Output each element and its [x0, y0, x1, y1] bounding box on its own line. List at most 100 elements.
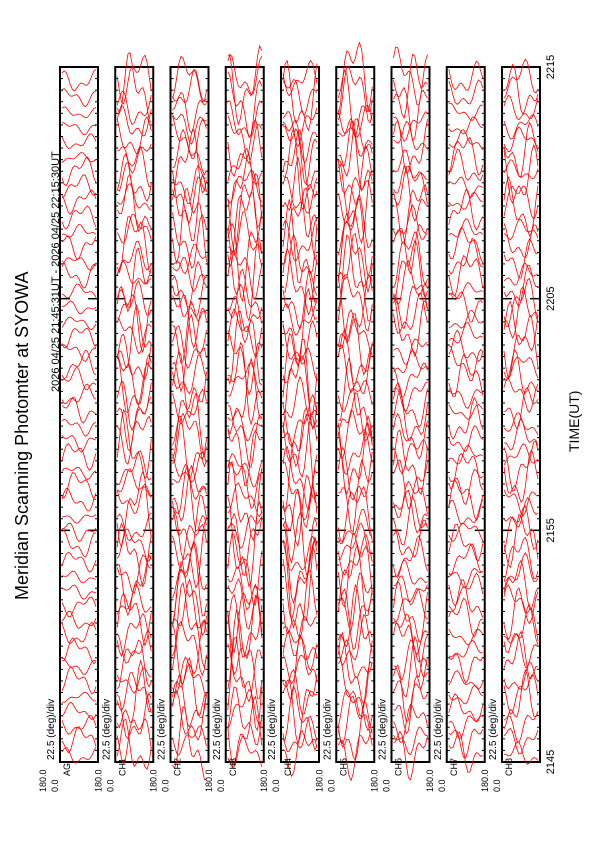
scan-trace [448, 237, 483, 275]
scan-trace [338, 118, 373, 178]
scan-trace [61, 529, 97, 558]
scan-trace [393, 282, 428, 330]
scan-trace [393, 438, 428, 475]
scan-trace [282, 674, 318, 746]
scan-trace [393, 495, 428, 546]
scan-trace [282, 270, 318, 331]
scan-trace [393, 165, 428, 223]
scan-trace [172, 463, 207, 501]
scan-trace [61, 205, 97, 230]
scan-trace [448, 404, 484, 420]
scan-trace [338, 522, 373, 560]
scan-trace [227, 735, 263, 768]
scale-label: 22.5 (deg)/div [322, 699, 333, 760]
scan-trace [116, 639, 152, 690]
scale-label: 22.5 (deg)/div [433, 699, 444, 760]
scan-trace [117, 317, 152, 355]
y-tick-label-max: 180.0 [38, 769, 48, 792]
scan-trace [227, 686, 263, 746]
scan-trace [393, 703, 428, 744]
scan-trace [448, 191, 483, 210]
channel-label: AG [62, 763, 72, 776]
scan-trace [172, 689, 207, 741]
scan-trace [116, 52, 152, 124]
scan-trace [61, 691, 97, 703]
scan-trace [393, 338, 428, 366]
scan-trace [393, 239, 428, 304]
scan-trace [503, 741, 539, 765]
scan-trace [448, 129, 484, 151]
scan-trace [117, 145, 152, 192]
scan-trace [116, 116, 152, 155]
scan-trace [337, 392, 373, 442]
scan-trace [282, 157, 318, 238]
scan-trace [62, 300, 97, 315]
scan-trace [116, 353, 152, 407]
scan-trace [172, 509, 207, 589]
scan-trace [448, 60, 484, 91]
scan-trace [393, 730, 428, 781]
scan-trace [503, 536, 539, 583]
scan-trace [338, 459, 373, 533]
panel-ch3 [224, 44, 265, 768]
scale-label: 22.5 (deg)/div [267, 699, 278, 760]
scan-trace [172, 164, 207, 205]
scan-trace [282, 684, 318, 752]
channel-label: CH4 [283, 758, 293, 776]
scan-trace [227, 211, 263, 303]
scan-trace [61, 156, 97, 187]
scan-trace [393, 458, 428, 510]
scan-trace [61, 344, 97, 362]
scan-trace [227, 405, 263, 468]
scan-trace [503, 496, 539, 528]
scan-trace [503, 505, 539, 553]
scan-trace [282, 127, 318, 211]
scan-trace [116, 280, 152, 323]
y-tick-label-max: 180.0 [93, 769, 103, 792]
scan-trace [172, 176, 207, 224]
y-tick-label-max: 180.0 [480, 769, 490, 792]
scale-label: 22.5 (deg)/div [101, 699, 112, 760]
scan-trace [172, 275, 207, 318]
scan-trace [227, 44, 263, 126]
y-tick-label-min: 0.0 [326, 779, 336, 792]
scan-trace [448, 321, 484, 344]
scale-label: 22.5 (deg)/div [46, 699, 57, 760]
scan-trace [116, 512, 152, 542]
scan-trace [448, 444, 484, 465]
scan-trace [117, 182, 152, 211]
scan-trace [61, 715, 97, 735]
scan-trace [282, 445, 318, 512]
y-tick-label-min: 0.0 [50, 779, 60, 792]
scan-trace [61, 522, 97, 543]
scan-trace [448, 639, 483, 658]
scan-trace [61, 471, 97, 501]
scan-trace [227, 53, 263, 95]
scan-trace [172, 523, 207, 569]
panel-ch8 [501, 58, 541, 765]
scan-trace [61, 551, 97, 573]
scan-trace [61, 383, 97, 404]
scan-trace [503, 159, 539, 179]
panel-ch4 [280, 59, 320, 778]
channel-label: CH1 [117, 758, 127, 776]
scan-trace [282, 300, 318, 336]
scan-trace [337, 702, 373, 762]
scan-trace [61, 514, 97, 524]
y-tick-label-max: 180.0 [149, 769, 159, 792]
scan-trace [116, 260, 152, 285]
scan-trace [393, 518, 428, 558]
scan-trace [503, 143, 539, 204]
scale-label: 22.5 (deg)/div [212, 699, 223, 760]
scan-trace [172, 412, 207, 468]
scan-trace [227, 695, 263, 766]
scan-trace [116, 469, 152, 549]
scan-trace [227, 482, 263, 518]
scan-trace [227, 310, 263, 386]
scan-trace [282, 715, 318, 752]
scan-trace [61, 223, 97, 238]
scan-trace [282, 78, 318, 117]
scan-trace [172, 187, 207, 265]
scan-trace [61, 701, 97, 720]
